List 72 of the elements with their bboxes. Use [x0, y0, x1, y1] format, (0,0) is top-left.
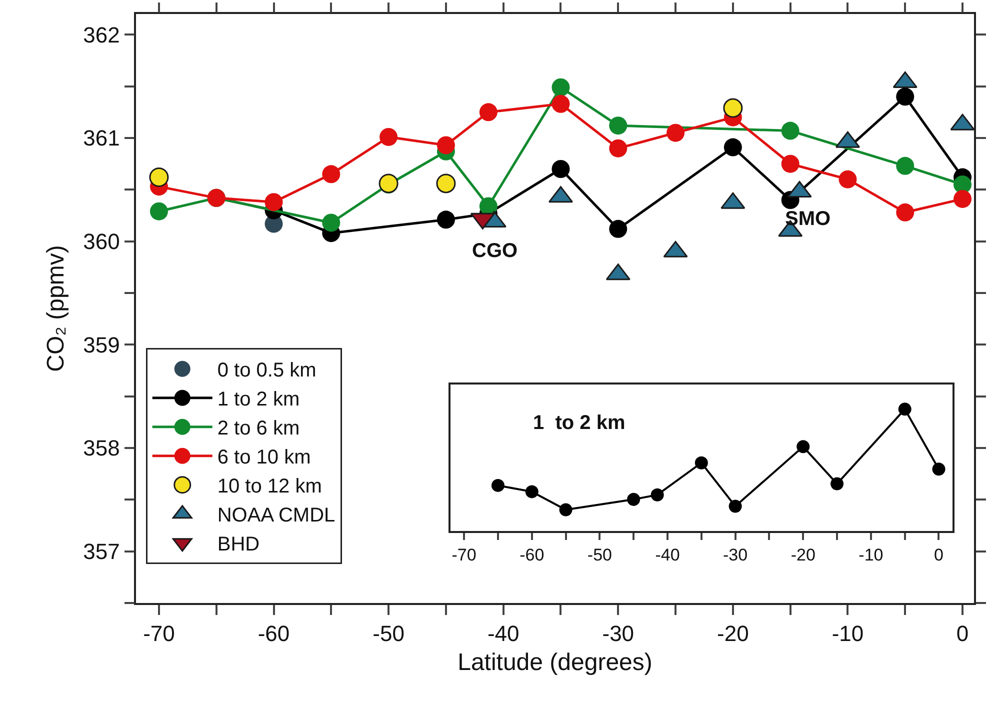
x-tick-label: 0: [934, 545, 944, 564]
x-tick-label: -20: [717, 621, 749, 646]
point: [650, 488, 664, 502]
legend-label: NOAA CMDL: [217, 504, 336, 527]
x-axis-title: Latitude (degrees): [458, 648, 652, 676]
point: [627, 492, 640, 506]
point: [724, 138, 742, 156]
point: [264, 193, 283, 212]
y-tick-label: 357: [83, 539, 120, 564]
point: [609, 139, 628, 158]
point: [525, 485, 538, 498]
point: [150, 202, 168, 220]
legend-label: 1 to 2 km: [217, 388, 300, 411]
point: [781, 122, 800, 140]
x-tick-label: -70: [452, 545, 476, 564]
point: [609, 116, 628, 135]
x-tick-label: -30: [602, 621, 634, 646]
x-tick-label: -40: [487, 621, 520, 646]
point: [728, 500, 742, 513]
point: [954, 176, 972, 194]
y-tick-label: 360: [83, 229, 120, 254]
point: [723, 98, 743, 118]
point: [796, 440, 810, 454]
annotation: CGO: [472, 240, 518, 262]
legend-label: 2 to 6 km: [217, 418, 300, 440]
x-tick-label: -10: [858, 545, 884, 564]
point: [436, 136, 455, 154]
point: [149, 168, 169, 188]
x-tick-label: -40: [655, 545, 680, 564]
legend-label: 6 to 10 km: [217, 446, 311, 469]
point: [491, 478, 504, 492]
y-tick-label: 361: [83, 126, 120, 151]
point: [552, 160, 570, 178]
point: [898, 402, 912, 416]
chart-title: 1 to 2 km: [533, 412, 626, 434]
point: [896, 203, 914, 222]
point: [896, 88, 914, 106]
y-tick-label: 362: [83, 22, 120, 48]
point: [559, 503, 572, 516]
point: [552, 78, 570, 96]
annotation: SMO: [785, 208, 831, 230]
point: [552, 94, 570, 113]
y-axis-title: CO₂ (ppmv): [42, 245, 70, 372]
legend-label: BHD: [217, 534, 260, 556]
point: [896, 156, 914, 175]
point: [781, 154, 800, 173]
point: [838, 170, 857, 188]
point: [436, 174, 456, 194]
x-tick-label: 0: [956, 621, 969, 646]
point: [322, 214, 340, 232]
point: [436, 210, 455, 229]
point: [932, 462, 946, 476]
point: [609, 220, 628, 238]
point: [830, 477, 844, 490]
x-tick-label: -50: [372, 621, 404, 646]
point: [322, 165, 340, 184]
x-tick-label: -30: [723, 545, 748, 564]
x-tick-label: -60: [258, 621, 290, 646]
x-tick-label: -20: [790, 545, 816, 564]
legend-label: 10 to 12 km: [217, 476, 322, 498]
point: [380, 128, 398, 146]
x-tick-label: -60: [520, 545, 544, 564]
point: [479, 103, 498, 122]
y-tick-label: 358: [83, 436, 120, 461]
x-tick-label: -70: [143, 621, 175, 646]
point: [666, 124, 685, 142]
y-tick-label: 359: [83, 332, 120, 358]
point: [694, 456, 708, 470]
x-tick-label: -10: [832, 621, 864, 646]
x-tick-label: -50: [587, 545, 612, 564]
legend-label: 0 to 0.5 km: [217, 360, 316, 382]
point: [954, 190, 972, 208]
